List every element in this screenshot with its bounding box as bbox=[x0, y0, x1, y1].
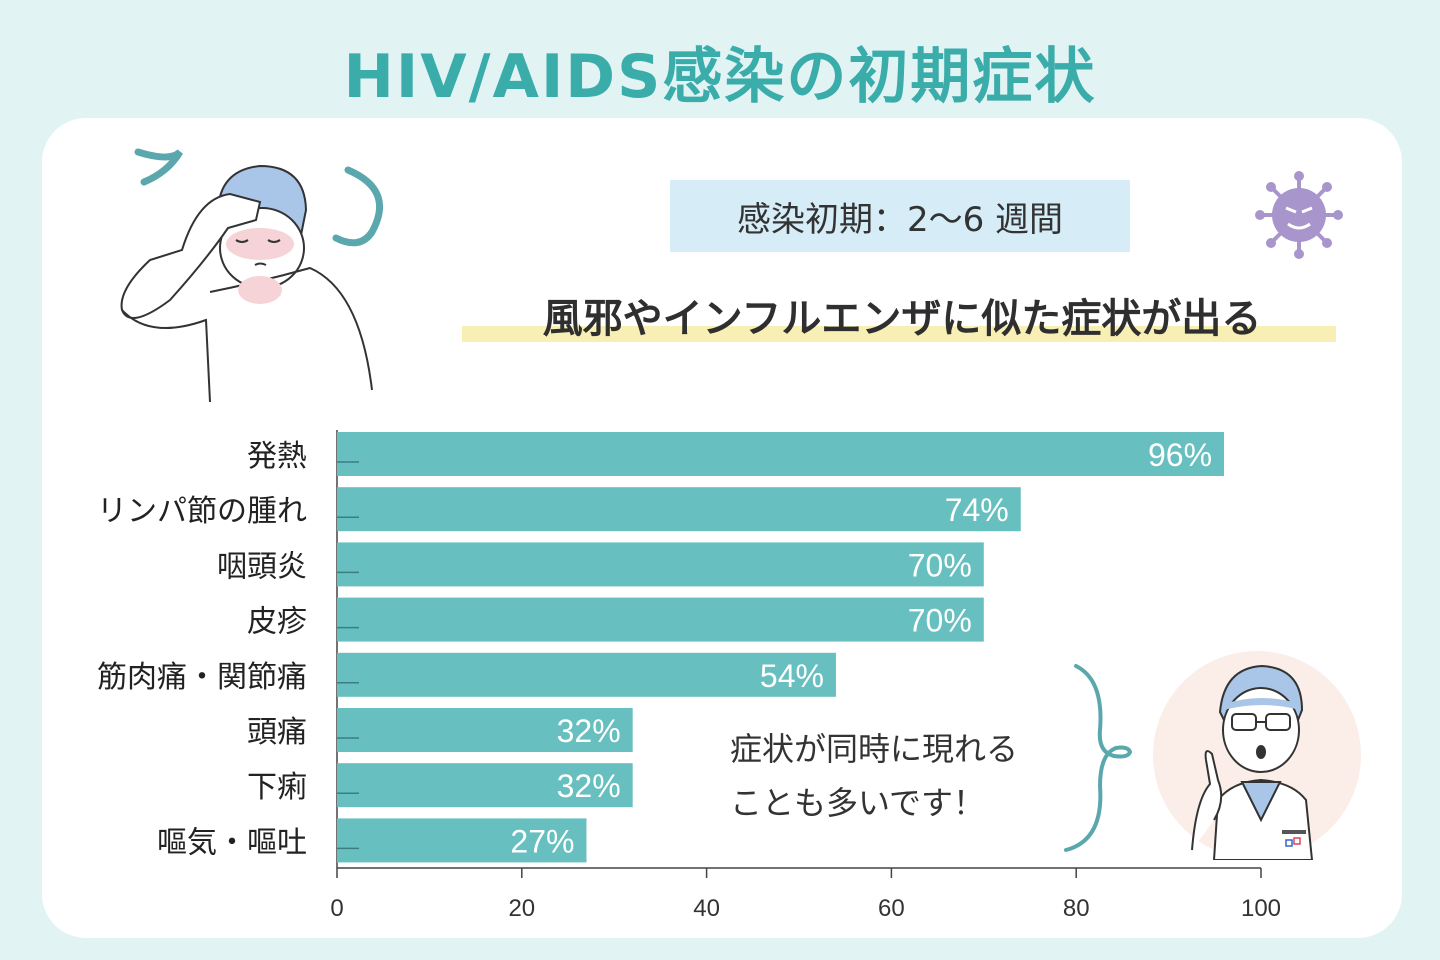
note-text: 症状が同時に現れる ことも多いです！ bbox=[730, 722, 1090, 830]
category-label-8: 嘔気・嘔吐 bbox=[157, 825, 307, 860]
value-label-7: 32% bbox=[557, 768, 621, 804]
x-tick-label-40: 40 bbox=[693, 895, 720, 922]
value-label-2: 74% bbox=[945, 492, 1009, 528]
category-label-7: 下痢 bbox=[247, 770, 307, 805]
bar-4 bbox=[337, 597, 984, 642]
bar-5 bbox=[337, 652, 836, 697]
bar-7 bbox=[337, 763, 633, 808]
x-tick-label-100: 100 bbox=[1241, 895, 1281, 922]
value-label-1: 96% bbox=[1148, 437, 1212, 473]
value-label-8: 27% bbox=[510, 823, 574, 859]
bar-2 bbox=[337, 487, 1021, 532]
category-label-6: 頭痛 bbox=[247, 715, 307, 750]
bar-8 bbox=[337, 818, 587, 863]
value-label-6: 32% bbox=[557, 713, 621, 749]
x-tick-label-60: 60 bbox=[878, 895, 905, 922]
note-line-1: 症状が同時に現れる bbox=[730, 730, 1019, 768]
value-label-5: 54% bbox=[760, 658, 824, 694]
bar-1 bbox=[337, 432, 1225, 476]
virus-icon bbox=[1255, 171, 1343, 259]
category-label-2: リンパ節の腫れ bbox=[97, 494, 307, 529]
infection-period-box: 感染初期：2〜6 週間 bbox=[670, 180, 1130, 252]
sick-person-illustration bbox=[120, 148, 383, 403]
value-label-4: 70% bbox=[908, 603, 972, 639]
category-label-1: 発熱 bbox=[247, 439, 307, 474]
curly-bracket bbox=[1064, 664, 1133, 852]
headline-highlight bbox=[462, 326, 1336, 342]
x-tick-label-20: 20 bbox=[508, 895, 535, 922]
bar-3 bbox=[337, 542, 984, 587]
category-label-4: 皮疹 bbox=[247, 605, 307, 640]
x-tick-label-80: 80 bbox=[1063, 895, 1090, 922]
note-line-2: ことも多いです！ bbox=[730, 784, 986, 822]
page-title: HIV/AIDS感染の初期症状 bbox=[343, 42, 1097, 112]
category-label-5: 筋肉痛・関節痛 bbox=[97, 660, 307, 695]
headline-text: 風邪やインフルエンザに似た症状が出る bbox=[542, 296, 1262, 342]
category-label-3: 咽頭炎 bbox=[217, 549, 307, 584]
doctor-illustration bbox=[1153, 651, 1361, 860]
x-tick-label-0: 0 bbox=[330, 895, 343, 922]
headline: 風邪やインフルエンザに似た症状が出る bbox=[462, 286, 1342, 346]
value-label-3: 70% bbox=[908, 547, 972, 583]
bar-6 bbox=[337, 708, 633, 752]
